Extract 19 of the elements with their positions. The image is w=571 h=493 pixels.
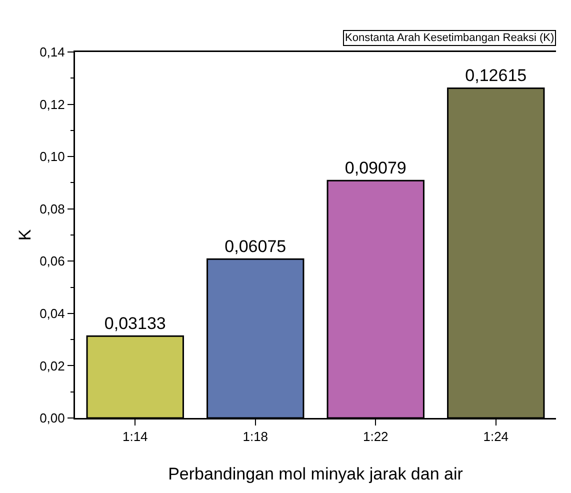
y-tick-label: 0,06 bbox=[40, 254, 65, 269]
y-tick-label: 0,10 bbox=[40, 149, 65, 164]
x-axis-title: Perbandingan mol minyak jarak dan air bbox=[168, 464, 464, 484]
x-tick-label: 1:14 bbox=[122, 429, 148, 444]
x-tick-label: 1:22 bbox=[362, 429, 388, 444]
data-label: 0,09079 bbox=[344, 158, 406, 178]
y-tick-label: 0,08 bbox=[40, 201, 65, 216]
y-tick-label: 0,00 bbox=[40, 410, 65, 426]
y-tick-label: 0,02 bbox=[40, 358, 65, 374]
x-tick-label: 1:18 bbox=[242, 429, 268, 444]
y-axis-title: K bbox=[16, 228, 34, 241]
data-label: 0,03133 bbox=[104, 314, 166, 334]
text: Konstanta Arah Kesetimbangan Reaksi (K) bbox=[345, 32, 554, 44]
x-tick-label: 1:24 bbox=[483, 429, 509, 444]
y-tick-label: 0,14 bbox=[40, 44, 65, 60]
y-tick-label: 0,04 bbox=[40, 306, 65, 321]
y-tick-label: 0,12 bbox=[40, 96, 65, 112]
data-label: 0,06075 bbox=[224, 237, 286, 256]
data-label: 0,12615 bbox=[465, 66, 527, 86]
